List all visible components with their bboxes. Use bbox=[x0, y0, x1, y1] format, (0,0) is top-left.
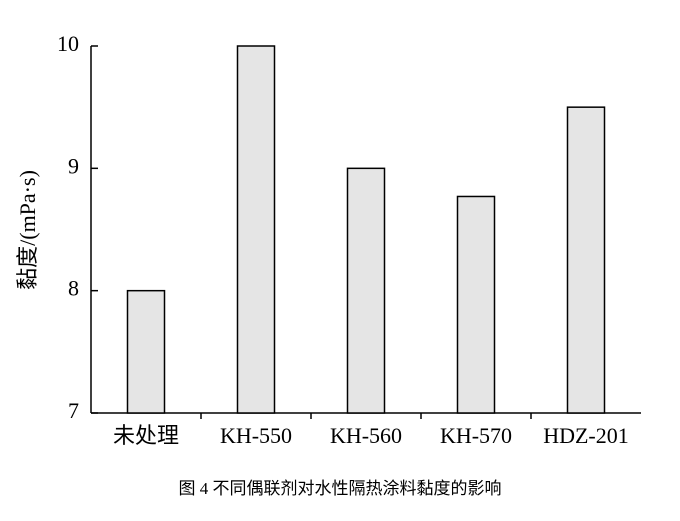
y-axis-label: 黏度/(mPa·s) bbox=[15, 170, 40, 290]
x-tick-label: KH-550 bbox=[220, 423, 292, 448]
bar bbox=[126, 289, 166, 414]
bar bbox=[346, 167, 386, 414]
y-tick-label: 9 bbox=[68, 153, 79, 178]
x-tick-label: HDZ-201 bbox=[543, 423, 629, 448]
chart-caption: 图 4 不同偶联剂对水性隔热涂料黏度的影响 bbox=[179, 479, 502, 498]
bar bbox=[236, 45, 276, 414]
y-tick-label: 7 bbox=[68, 398, 79, 423]
y-tick-label: 8 bbox=[68, 276, 79, 301]
x-tick-label: 未处理 bbox=[113, 423, 179, 448]
x-tick-label: KH-570 bbox=[440, 423, 512, 448]
y-tick-label: 10 bbox=[57, 31, 79, 56]
bar bbox=[566, 106, 606, 414]
bar bbox=[456, 195, 496, 414]
x-tick-label: KH-560 bbox=[330, 423, 402, 448]
